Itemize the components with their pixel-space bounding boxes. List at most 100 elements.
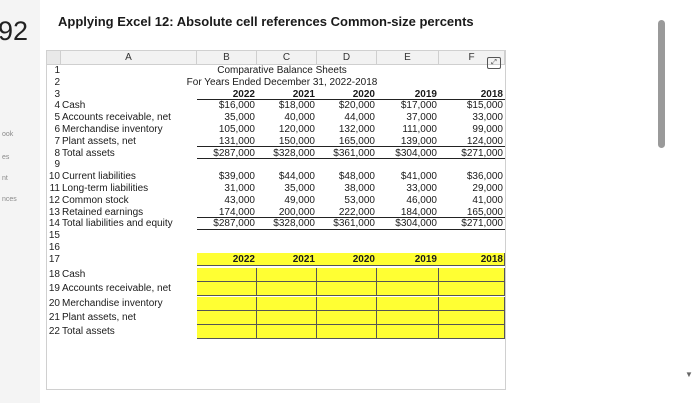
year-header-cell[interactable]: 2019 <box>377 89 439 101</box>
row-number[interactable]: 1 <box>54 65 60 76</box>
value-cell[interactable]: 29,000 <box>472 183 503 194</box>
scroll-down-arrow-icon[interactable]: ▼ <box>685 370 693 379</box>
percent-input-cell[interactable] <box>197 311 257 325</box>
percent-input-cell[interactable] <box>317 311 377 325</box>
row-number[interactable]: 19 <box>48 283 60 295</box>
percent-input-cell[interactable] <box>439 325 505 340</box>
value-cell[interactable]: $18,000 <box>278 100 315 112</box>
value-cell[interactable]: 43,000 <box>224 194 255 206</box>
value-cell[interactable]: $17,000 <box>400 100 437 112</box>
row-label[interactable]: Plant assets, net <box>62 135 136 147</box>
value-cell[interactable]: $304,000 <box>377 218 439 230</box>
side-label[interactable]: es <box>2 154 10 161</box>
row-label[interactable]: Cash <box>62 100 86 112</box>
value-cell[interactable]: 131,000 <box>197 136 257 148</box>
value-cell[interactable]: $48,000 <box>338 171 375 183</box>
percent-input-cell[interactable] <box>197 268 257 283</box>
value-cell[interactable]: 99,000 <box>472 124 503 135</box>
percent-input-cell[interactable] <box>317 325 377 340</box>
sheet-header-line2[interactable]: For Years Ended December 31, 2022-2018 <box>186 76 378 88</box>
percent-input-cell[interactable] <box>377 268 439 283</box>
percent-input-cell[interactable] <box>257 311 317 325</box>
year-header-cell[interactable]: 2020 <box>317 89 377 101</box>
row-number[interactable]: 9 <box>54 159 60 171</box>
percent-year-header[interactable]: 2020 <box>352 253 375 265</box>
value-cell[interactable]: $271,000 <box>439 218 505 230</box>
value-cell[interactable]: 44,000 <box>344 112 375 124</box>
row-label[interactable]: Accounts receivable, net <box>62 112 171 124</box>
value-cell[interactable]: 222,000 <box>317 207 377 219</box>
row-label[interactable]: Total liabilities and equity <box>62 218 173 230</box>
value-cell[interactable]: 105,000 <box>218 124 255 135</box>
percent-year-header[interactable]: 2019 <box>414 253 437 265</box>
side-label[interactable]: nces <box>2 196 17 203</box>
value-cell[interactable]: 111,000 <box>402 124 437 135</box>
row-number[interactable]: 11 <box>49 183 60 194</box>
row-label[interactable]: Current liabilities <box>62 171 136 183</box>
percent-input-cell[interactable] <box>377 282 439 297</box>
row-number[interactable]: 12 <box>48 194 60 206</box>
value-cell[interactable]: 120,000 <box>278 124 315 135</box>
percent-year-header[interactable]: 2021 <box>292 253 315 265</box>
value-cell[interactable]: 174,000 <box>197 207 257 219</box>
percent-input-cell[interactable] <box>317 268 377 283</box>
percent-year-header[interactable]: 2022 <box>232 253 255 265</box>
row-number[interactable]: 8 <box>54 147 60 159</box>
year-header-cell[interactable]: 2022 <box>197 89 257 101</box>
column-header-e[interactable]: E <box>377 51 439 65</box>
value-cell[interactable]: $287,000 <box>197 148 257 160</box>
row-number[interactable]: 22 <box>48 326 60 338</box>
percent-input-cell[interactable] <box>197 296 257 311</box>
value-cell[interactable]: 41,000 <box>472 194 503 206</box>
row-number[interactable]: 17 <box>48 253 60 265</box>
value-cell[interactable]: 165,000 <box>439 207 505 219</box>
value-cell[interactable]: $287,000 <box>197 218 257 230</box>
row-number[interactable]: 4 <box>54 100 60 112</box>
column-header-c[interactable]: C <box>257 51 317 65</box>
select-all-corner[interactable] <box>47 51 61 65</box>
vertical-scrollbar[interactable] <box>658 20 665 148</box>
row-number[interactable]: 7 <box>54 135 60 147</box>
percent-input-cell[interactable] <box>439 296 505 311</box>
value-cell[interactable]: $15,000 <box>466 100 503 112</box>
value-cell[interactable]: $16,000 <box>218 100 255 112</box>
value-cell[interactable]: $20,000 <box>338 100 375 112</box>
value-cell[interactable]: 38,000 <box>344 183 375 194</box>
percent-input-cell[interactable] <box>317 282 377 297</box>
row-number[interactable]: 20 <box>48 297 60 309</box>
value-cell[interactable]: 132,000 <box>338 124 375 135</box>
row-number[interactable]: 6 <box>54 124 60 135</box>
value-cell[interactable]: 33,000 <box>406 183 437 194</box>
value-cell[interactable]: $304,000 <box>377 148 439 160</box>
value-cell[interactable] <box>377 159 439 171</box>
value-cell[interactable] <box>439 159 505 171</box>
value-cell[interactable]: 200,000 <box>257 207 317 219</box>
row-number[interactable]: 14 <box>48 218 60 230</box>
row-number[interactable]: 10 <box>48 171 60 183</box>
value-cell[interactable]: 35,000 <box>284 183 315 194</box>
percent-input-cell[interactable] <box>439 282 505 297</box>
percent-input-cell[interactable] <box>257 268 317 283</box>
percent-year-header[interactable]: 2018 <box>480 253 503 265</box>
column-header-d[interactable]: D <box>317 51 377 65</box>
row-label[interactable]: Common stock <box>62 194 129 206</box>
row-label[interactable]: Total assets <box>62 326 115 338</box>
value-cell[interactable]: 53,000 <box>344 194 375 206</box>
percent-input-cell[interactable] <box>377 325 439 340</box>
value-cell[interactable]: $41,000 <box>400 171 437 183</box>
row-label[interactable]: Total assets <box>62 147 115 159</box>
percent-input-cell[interactable] <box>317 296 377 311</box>
value-cell[interactable]: $361,000 <box>317 148 377 160</box>
row-number[interactable]: 15 <box>48 230 60 242</box>
row-number[interactable]: 5 <box>54 112 60 124</box>
row-number[interactable]: 18 <box>48 269 60 281</box>
row-label[interactable]: Accounts receivable, net <box>62 283 171 295</box>
value-cell[interactable] <box>197 159 257 171</box>
percent-input-cell[interactable] <box>257 325 317 340</box>
value-cell[interactable]: $361,000 <box>317 218 377 230</box>
row-number[interactable]: 16 <box>48 242 60 253</box>
row-number[interactable]: 21 <box>48 312 60 323</box>
year-header-cell[interactable]: 2018 <box>439 89 505 101</box>
value-cell[interactable]: 33,000 <box>472 112 503 124</box>
percent-input-cell[interactable] <box>257 296 317 311</box>
